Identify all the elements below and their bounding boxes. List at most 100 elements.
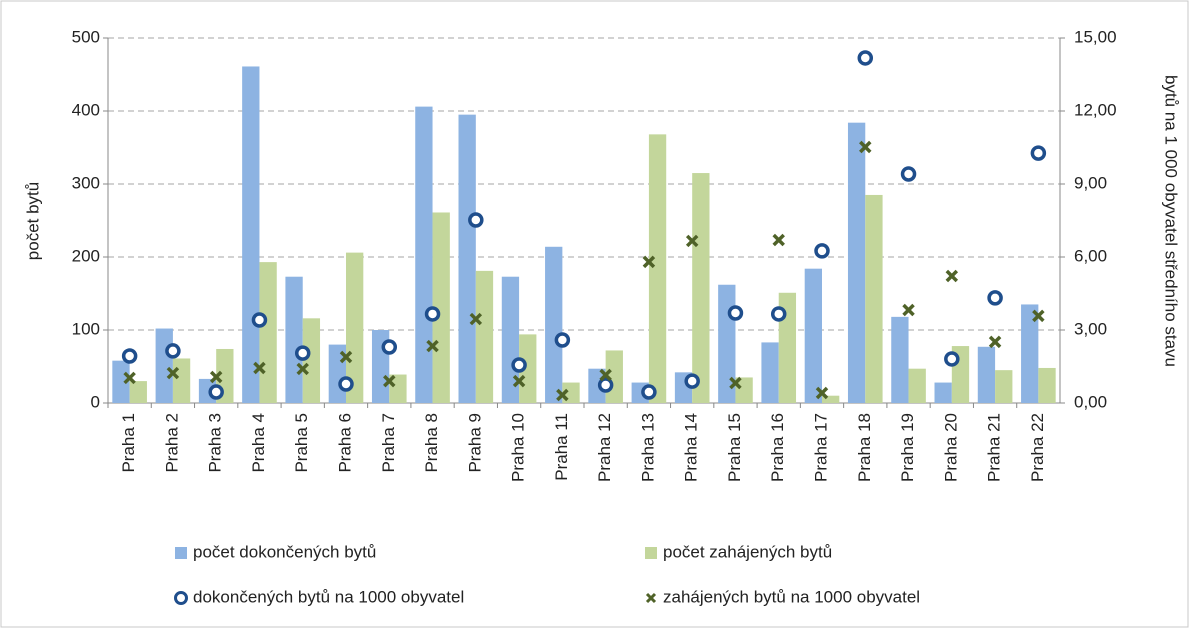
circle-marker xyxy=(1030,145,1047,161)
cross-marker xyxy=(945,269,959,283)
bar xyxy=(458,114,476,404)
circle-marker xyxy=(338,376,354,392)
y2-axis-label: bytů na 1 000 obyvatel středního stavu xyxy=(1162,75,1181,367)
bar xyxy=(865,194,883,403)
bar xyxy=(1038,367,1056,403)
bar xyxy=(129,381,147,403)
y-tick-label: 300 xyxy=(72,173,100,192)
cross-marker xyxy=(729,376,742,390)
y-tick-label: 400 xyxy=(72,100,100,119)
bar xyxy=(415,106,433,404)
cross-marker xyxy=(512,374,526,388)
y2-tick-label: 6,00 xyxy=(1074,246,1107,265)
cross-marker xyxy=(859,140,872,154)
x-tick-label: Praha 8 xyxy=(422,413,441,473)
cross-marker xyxy=(339,350,353,364)
legend-swatch xyxy=(645,547,657,559)
circle-marker xyxy=(251,312,268,328)
x-tick-label: Praha 3 xyxy=(206,413,225,473)
circle-marker xyxy=(684,373,700,389)
y2-tick-label: 12,00 xyxy=(1074,100,1117,119)
cross-marker xyxy=(469,312,483,326)
x-tick-label: Praha 13 xyxy=(638,413,657,482)
cross-marker xyxy=(426,339,439,353)
legend-label: počet zahájených bytů xyxy=(663,542,832,561)
bar xyxy=(822,395,840,403)
x-tick-label: Praha 10 xyxy=(509,413,528,482)
bar xyxy=(761,342,779,403)
legend-swatch xyxy=(174,591,188,605)
bar xyxy=(346,252,364,403)
bar xyxy=(475,270,494,403)
bar xyxy=(389,374,407,403)
circle-marker xyxy=(770,306,787,322)
cross-marker xyxy=(166,366,180,380)
cross-marker xyxy=(383,374,396,388)
y-tick-label: 0 xyxy=(91,392,100,411)
cross-marker xyxy=(253,361,266,375)
circle-marker xyxy=(641,384,657,400)
bar xyxy=(172,358,191,403)
cross-marker xyxy=(988,335,1002,349)
cross-marker xyxy=(815,386,829,400)
x-tick-label: Praha 18 xyxy=(855,413,874,482)
circle-marker xyxy=(165,343,181,359)
bar xyxy=(908,368,926,403)
x-tick-label: Praha 12 xyxy=(595,413,614,482)
y-tick-label: 200 xyxy=(72,246,100,265)
x-tick-label: Praha 15 xyxy=(725,413,744,482)
bar xyxy=(285,276,303,403)
circle-marker xyxy=(468,212,484,228)
x-tick-label: Praha 5 xyxy=(292,413,311,473)
legend-label: počet dokončených bytů xyxy=(193,542,376,561)
bar xyxy=(692,173,710,403)
circle-marker xyxy=(121,348,138,364)
bar xyxy=(804,268,822,403)
bar xyxy=(891,316,909,403)
y2-tick-label: 15,00 xyxy=(1074,27,1117,46)
x-tick-label: Praha 1 xyxy=(119,413,138,473)
x-tick-label: Praha 6 xyxy=(335,413,354,473)
bar xyxy=(432,212,450,403)
cross-marker xyxy=(772,233,785,247)
y-tick-label: 100 xyxy=(72,319,100,338)
cross-marker xyxy=(209,370,223,384)
circle-marker xyxy=(814,243,830,259)
circle-marker xyxy=(424,306,441,322)
x-tick-label: Praha 7 xyxy=(379,413,398,473)
bar xyxy=(302,318,321,403)
x-tick-label: Praha 16 xyxy=(768,413,787,482)
x-tick-label: Praha 9 xyxy=(465,413,484,473)
bar xyxy=(1021,304,1039,403)
x-tick-label: Praha 20 xyxy=(941,413,960,482)
cross-marker xyxy=(556,388,569,402)
bar xyxy=(847,122,866,404)
bar xyxy=(242,66,260,403)
legend-swatch xyxy=(645,592,657,604)
y2-tick-label: 3,00 xyxy=(1074,319,1107,338)
cross-marker xyxy=(599,368,612,382)
legend-label: zahájených bytů na 1000 obyvatel xyxy=(663,587,920,606)
y2-tick-label: 9,00 xyxy=(1074,173,1107,192)
cross-marker xyxy=(685,234,699,248)
circle-marker xyxy=(987,290,1003,306)
cross-marker xyxy=(296,362,309,376)
y-tick-label: 500 xyxy=(72,27,100,46)
bar xyxy=(934,382,952,403)
x-tick-label: Praha 14 xyxy=(682,413,701,482)
bar xyxy=(977,346,996,403)
bar xyxy=(259,262,277,403)
bar xyxy=(545,246,563,403)
bar xyxy=(995,370,1013,403)
x-tick-label: Praha 21 xyxy=(985,413,1004,482)
legend-swatch xyxy=(175,547,187,559)
bar xyxy=(735,377,753,403)
cross-marker xyxy=(1032,309,1045,323)
cross-marker xyxy=(902,303,915,317)
x-tick-label: Praha 2 xyxy=(162,413,181,473)
circle-marker xyxy=(900,166,917,182)
circle-marker xyxy=(944,351,960,367)
x-tick-label: Praha 11 xyxy=(552,413,571,481)
